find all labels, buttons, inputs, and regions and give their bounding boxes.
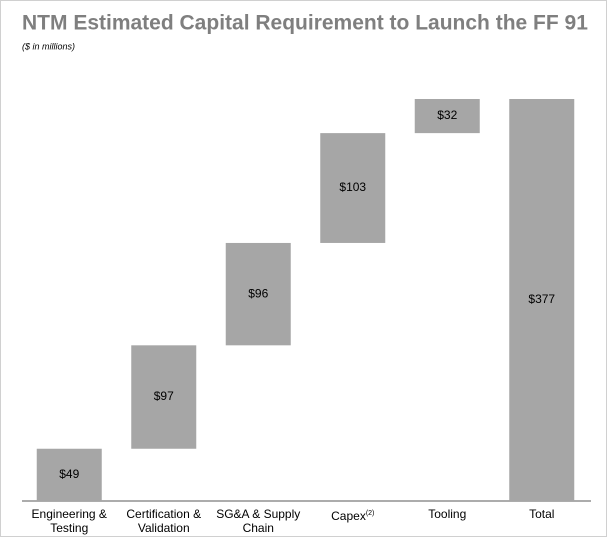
- bar: [36, 448, 102, 501]
- value-label: $103: [339, 180, 366, 194]
- value-label: $377: [528, 292, 555, 306]
- value-label: $97: [154, 389, 174, 403]
- x-tick-label: Capex(2): [306, 507, 400, 523]
- x-tick-label: Total: [495, 507, 589, 521]
- x-tick-label: SG&A & Supply Chain: [211, 507, 305, 535]
- value-label: $49: [59, 467, 79, 481]
- x-tick-label: Tooling: [400, 507, 494, 521]
- category-text: Certification & Validation: [126, 507, 202, 535]
- x-tick-label: Certification & Validation: [117, 507, 211, 535]
- bar: [225, 242, 291, 346]
- bar: [320, 133, 386, 243]
- category-text: SG&A & Supply Chain: [216, 507, 301, 535]
- category-text: Engineering & Testing: [31, 507, 107, 535]
- bar: [414, 99, 480, 134]
- value-label: $96: [248, 286, 268, 300]
- chart-title: NTM Estimated Capital Requirement to Lau…: [22, 12, 588, 35]
- bar: [131, 345, 197, 449]
- x-tick-label: Engineering & Testing: [22, 507, 116, 535]
- category-text: Capex: [331, 509, 366, 523]
- category-text: Tooling: [428, 507, 467, 521]
- bar: [509, 99, 575, 501]
- category-text: Total: [529, 507, 555, 521]
- chart-subtitle: ($ in millions): [22, 41, 75, 51]
- value-label: $32: [437, 108, 457, 122]
- footnote-mark: (2): [365, 510, 375, 517]
